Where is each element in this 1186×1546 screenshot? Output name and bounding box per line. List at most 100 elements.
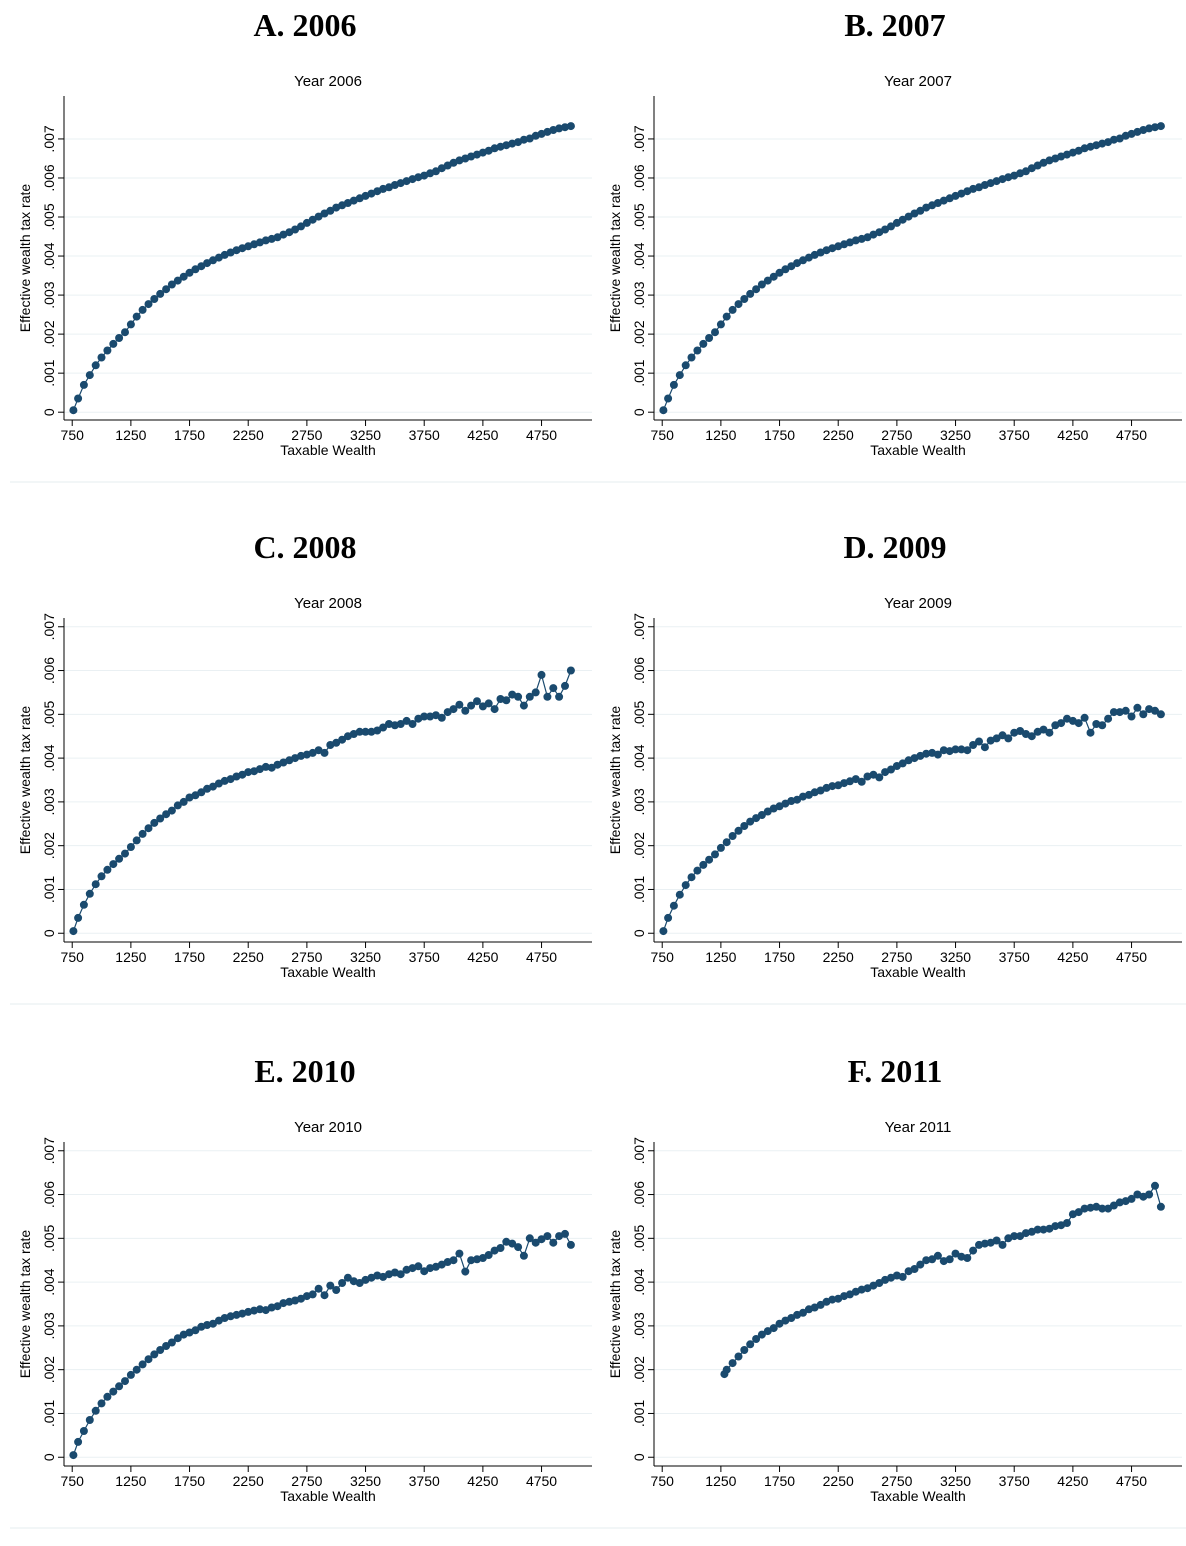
data-point — [1080, 1204, 1089, 1213]
y-tick-label: .004 — [631, 1268, 647, 1295]
data-point — [85, 889, 94, 898]
series-line — [662, 125, 1162, 411]
data-point — [191, 265, 200, 274]
x-tick-label: 1250 — [115, 1473, 146, 1489]
data-point — [461, 1267, 470, 1276]
data-point — [693, 346, 702, 355]
panel-e: E. 2010 Year 2010 0 .001 .002 .003 .004 .005 .0… — [10, 1046, 600, 1546]
data-point — [740, 1346, 749, 1354]
x-tick-label: 3750 — [999, 427, 1030, 443]
data-point — [740, 295, 749, 303]
y-tick-label: .002 — [41, 1356, 57, 1383]
x-tick-label: 1250 — [115, 949, 146, 965]
data-point — [566, 1240, 575, 1249]
x-tick-label: 4250 — [1057, 949, 1088, 965]
data-point — [91, 880, 100, 889]
data-point — [191, 1326, 200, 1335]
data-point — [1127, 712, 1136, 721]
y-tick-label: .001 — [631, 1400, 647, 1427]
data-point — [928, 1255, 937, 1264]
x-axis-title: Taxable Wealth — [870, 442, 965, 458]
data-point — [963, 746, 972, 755]
panel-b: B. 2007 Year 2007 0 .001 .002 .003 .004 .005 .0… — [600, 0, 1186, 500]
x-tick-label: 3750 — [999, 949, 1030, 965]
data-point — [326, 206, 335, 215]
data-point — [79, 1427, 88, 1435]
x-tick-label: 1750 — [764, 427, 795, 443]
x-tick-label: 3750 — [999, 1473, 1030, 1489]
data-point — [561, 1229, 569, 1238]
x-tick-label: 4750 — [526, 949, 557, 965]
data-point — [1039, 725, 1048, 734]
data-point — [975, 737, 983, 746]
data-point — [561, 123, 569, 132]
y-tick-label: 0 — [41, 929, 57, 937]
y-tick-label: 0 — [631, 1453, 647, 1461]
data-point — [431, 167, 440, 176]
x-tick-label: 1750 — [764, 949, 795, 965]
x-tick-label: 1250 — [705, 1473, 736, 1489]
data-point — [537, 670, 546, 679]
y-tick-label: .006 — [631, 164, 647, 191]
series-line — [72, 1233, 572, 1456]
y-tick-label: .002 — [41, 832, 57, 859]
data-point — [998, 1240, 1007, 1249]
data-point — [828, 1295, 837, 1304]
data-point — [531, 688, 540, 697]
data-point — [74, 394, 83, 403]
x-tick-label: 750 — [61, 1473, 85, 1489]
data-point — [484, 699, 493, 708]
data-point — [461, 706, 470, 715]
y-tick-label: .004 — [631, 242, 647, 269]
x-tick-label: 1250 — [705, 949, 736, 965]
data-point — [467, 1256, 476, 1265]
y-tick-label: 0 — [41, 1453, 57, 1461]
data-point — [543, 692, 552, 701]
y-tick-label: 0 — [631, 408, 647, 416]
y-axis-title: Effective wealth tax rate — [607, 184, 623, 333]
data-point — [816, 1300, 825, 1309]
x-tick-label: 750 — [651, 1473, 675, 1489]
x-tick-label: 4750 — [526, 427, 557, 443]
data-point — [1074, 719, 1083, 728]
data-point — [109, 339, 118, 348]
y-tick-label: .006 — [41, 657, 57, 684]
data-point — [519, 701, 528, 710]
chart-title: Year 2008 — [294, 595, 362, 612]
data-point — [138, 305, 147, 314]
data-point — [1086, 728, 1095, 737]
data-point — [150, 1350, 159, 1359]
x-tick-label: 4750 — [1116, 1473, 1147, 1489]
data-point — [291, 225, 300, 234]
data-point — [156, 1346, 165, 1354]
y-tick-label: .006 — [41, 164, 57, 191]
data-point — [675, 890, 684, 899]
data-point — [875, 773, 884, 782]
data-point — [138, 829, 147, 838]
data-point — [173, 1334, 182, 1343]
y-tick-label: .005 — [41, 203, 57, 230]
data-point — [91, 361, 100, 370]
x-tick-label: 4750 — [526, 1473, 557, 1489]
data-point — [519, 1251, 528, 1260]
data-point — [244, 768, 253, 777]
data-point — [273, 1302, 282, 1311]
data-point — [537, 1235, 546, 1244]
data-point — [681, 881, 690, 890]
x-tick-label: 1750 — [174, 427, 205, 443]
x-tick-label: 2250 — [823, 427, 854, 443]
data-point — [963, 1254, 972, 1262]
data-point — [126, 1370, 135, 1379]
x-axis-title: Taxable Wealth — [280, 964, 375, 980]
data-point — [355, 727, 364, 736]
x-tick-label: 4250 — [467, 427, 498, 443]
data-point — [1039, 1225, 1048, 1234]
data-point — [138, 1360, 147, 1369]
y-axis-title: Effective wealth tax rate — [17, 1230, 33, 1379]
x-tick-label: 2750 — [881, 1473, 912, 1489]
data-point — [320, 748, 329, 757]
x-tick-label: 2250 — [233, 949, 264, 965]
chart-2007: Year 2007 0 .001 .002 .003 .004 .005 .006 .007 75… — [600, 73, 1186, 483]
y-tick-label: .005 — [41, 1224, 57, 1251]
data-point — [1109, 1201, 1118, 1210]
